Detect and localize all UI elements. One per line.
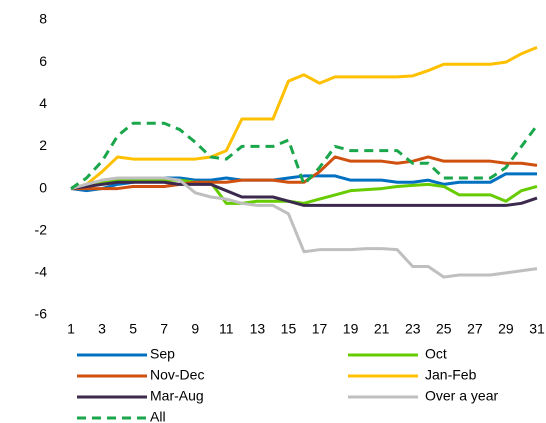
- x-tick-label: 15: [281, 321, 297, 337]
- x-tick-label: 29: [498, 321, 514, 337]
- x-tick-label: 9: [191, 321, 199, 337]
- x-tick-label: 7: [160, 321, 168, 337]
- y-tick-label: 2: [39, 137, 47, 153]
- x-tick-label: 5: [129, 321, 137, 337]
- x-tick-label: 13: [250, 321, 266, 337]
- series-line: [71, 155, 538, 191]
- legend-label: Mar-Aug: [150, 388, 204, 404]
- y-tick-label: -4: [35, 264, 48, 280]
- legend-label: Oct: [425, 346, 447, 362]
- x-tick-label: 31: [529, 321, 545, 337]
- series-line: [70, 121, 539, 190]
- y-tick-label: -2: [35, 221, 48, 237]
- y-tick-label: 0: [39, 179, 47, 195]
- series-line: [70, 176, 538, 279]
- legend-label: Over a year: [425, 388, 498, 404]
- x-tick-label: 1: [67, 321, 75, 337]
- legend-label: Jan-Feb: [425, 367, 477, 383]
- x-tick-label: 19: [343, 321, 359, 337]
- x-tick-label: 25: [436, 321, 452, 337]
- series-line: [70, 46, 538, 191]
- x-tick-label: 27: [467, 321, 483, 337]
- x-tick-label: 11: [219, 321, 234, 337]
- series-line: [70, 178, 538, 205]
- series-line: [70, 180, 538, 207]
- legend-label: All: [150, 409, 166, 423]
- x-tick-label: 23: [405, 321, 421, 337]
- y-tick-label: 8: [39, 11, 47, 27]
- y-tick-label: 4: [39, 95, 47, 111]
- x-tick-label: 3: [98, 321, 106, 337]
- legend-label: Sep: [150, 346, 175, 362]
- x-tick-label: 21: [374, 321, 390, 337]
- x-tick-label: 17: [312, 321, 328, 337]
- legend-label: Nov-Dec: [150, 367, 204, 383]
- y-tick-label: -6: [35, 306, 48, 322]
- y-tick-label: 6: [39, 53, 47, 69]
